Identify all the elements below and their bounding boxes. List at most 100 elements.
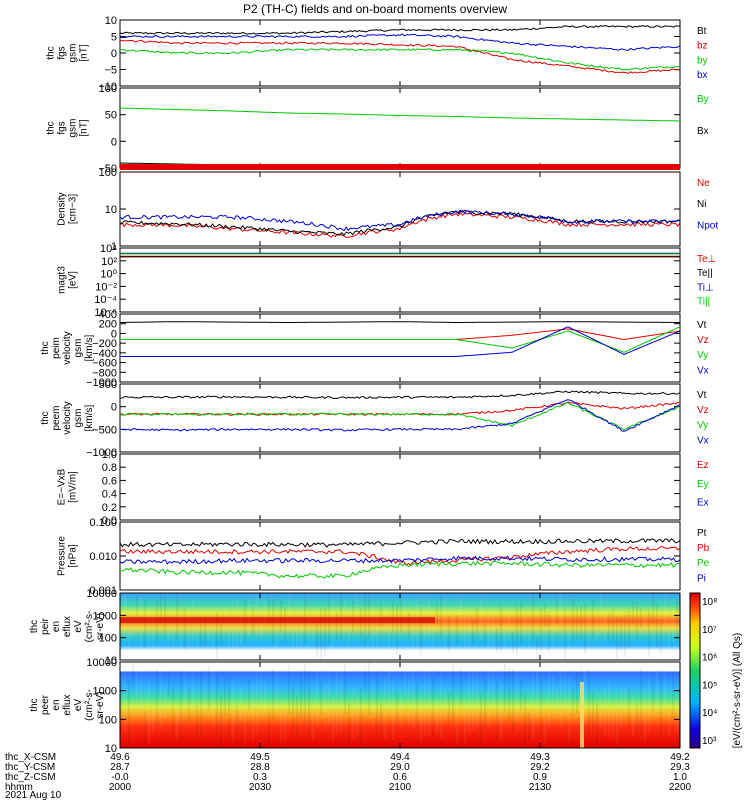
y-tick-label: 10² xyxy=(101,256,117,268)
y-tick-label: 10⁰ xyxy=(100,269,117,281)
colorbar: 10⁸ 10⁷ 10⁶ 10⁵ 10⁴ 10³ [eV/(cm²-s-sr-eV)] (Al… xyxy=(689,592,743,749)
y-tick-label: 0 xyxy=(111,48,117,60)
time-axis-row-label: hhmm xyxy=(5,782,33,793)
y-tick-label: 0 xyxy=(111,402,117,414)
legend-vt: Vt xyxy=(697,390,707,401)
spectrogram-texture xyxy=(156,667,158,726)
y-tick-label: 100 xyxy=(99,167,117,179)
legend-by: By xyxy=(697,94,709,105)
series-pt-line xyxy=(119,538,681,548)
time-axis-value: -0.0 xyxy=(111,772,129,783)
spectrogram-texture xyxy=(564,665,566,709)
spectrogram-texture xyxy=(448,690,450,727)
spectrogram-texture xyxy=(600,593,602,616)
colorbar-scale xyxy=(689,592,701,749)
spectrogram-texture xyxy=(504,630,506,656)
spectrogram-texture xyxy=(412,602,414,650)
legend-ne: Ne xyxy=(697,178,710,189)
spectrogram-texture xyxy=(556,596,558,623)
spectrogram-texture xyxy=(204,616,206,648)
spectrogram-texture xyxy=(436,698,438,734)
spectrogram-texture xyxy=(236,600,238,653)
y-axis-label: [km/s] xyxy=(84,404,95,431)
series-pb-line xyxy=(119,546,681,566)
spectrogram-texture xyxy=(592,600,594,639)
spectrogram-texture xyxy=(476,666,478,726)
spectrogram-texture xyxy=(492,664,494,706)
spectrogram-texture xyxy=(376,672,378,739)
y-axis-label: Density xyxy=(57,192,68,225)
spectrogram-texture xyxy=(136,667,138,712)
y-tick-label: 10⁻⁶ xyxy=(94,307,117,319)
spectrogram-texture xyxy=(160,666,162,731)
y-tick-label: 0.4 xyxy=(102,489,117,501)
y-axis-label: peer xyxy=(40,694,51,715)
spectrogram-texture xyxy=(372,678,374,727)
legend-by: by xyxy=(697,55,708,66)
panel-7: 1.00.80.6 0.40.20.0 E=−VxB [mV/m] Ez Ey Ex xyxy=(57,449,709,527)
spectrogram-texture xyxy=(452,604,454,650)
y-tick-label: 10 xyxy=(105,743,117,755)
y-axis-label: eflux xyxy=(62,616,73,637)
spectrogram-texture xyxy=(420,692,422,743)
spectrogram-texture xyxy=(140,597,142,650)
series-bt-line xyxy=(119,25,681,35)
spectrogram-texture xyxy=(360,687,362,745)
series-by-line xyxy=(119,107,680,122)
spectrogram-texture xyxy=(428,669,430,737)
y-tick-label: 200 xyxy=(99,319,117,331)
spectrogram-texture xyxy=(360,608,362,638)
spectrogram-texture xyxy=(640,606,642,628)
spectrogram-texture xyxy=(164,597,166,637)
spectrogram-texture xyxy=(252,682,254,741)
y-tick-label: 100 xyxy=(99,714,117,726)
y-axis-label: peir xyxy=(40,617,51,634)
legend-npot: Npot xyxy=(697,220,718,231)
y-tick-label: −1000 xyxy=(86,377,117,389)
spectrogram-texture xyxy=(240,686,242,723)
panel-frame xyxy=(119,453,681,521)
legend-pe: Pe xyxy=(697,558,710,569)
spectrogram-texture xyxy=(512,669,514,733)
colorbar-tick-label: 10⁶ xyxy=(702,653,717,664)
series-bz-line xyxy=(119,39,681,75)
spectrogram-texture xyxy=(340,593,342,641)
y-axis-label: [cm−3] xyxy=(68,194,79,225)
spectrogram-texture xyxy=(332,695,334,741)
spectrogram-texture xyxy=(644,688,646,742)
spectrogram-texture xyxy=(296,603,298,655)
spectrogram-texture xyxy=(584,663,586,724)
y-tick-label: 0.100 xyxy=(89,517,117,529)
y-tick-label: 400 xyxy=(99,309,117,321)
spectrogram-texture xyxy=(316,664,318,724)
spectrogram-texture xyxy=(572,598,574,643)
spectrogram-texture xyxy=(288,664,290,715)
spectrogram-texture xyxy=(340,677,342,733)
spectrogram-texture xyxy=(520,680,522,710)
spectrogram-texture xyxy=(260,666,262,707)
y-tick-label: 0.8 xyxy=(102,462,117,474)
spectrogram-texture xyxy=(416,597,418,652)
spectrogram-texture xyxy=(540,608,542,652)
y-axis-label: [mV/m] xyxy=(68,471,79,503)
y-tick-label: 1000 xyxy=(93,610,117,622)
spectrogram-texture xyxy=(356,693,358,738)
spectrogram-texture xyxy=(300,606,302,653)
spectrogram-texture xyxy=(408,613,410,637)
spectrogram-texture xyxy=(152,614,154,658)
spectrogram-texture xyxy=(120,634,122,658)
time-axis-value: 0.9 xyxy=(533,772,547,783)
legend-vx: Vx xyxy=(697,435,709,446)
series-by-line xyxy=(119,48,681,71)
spectrogram-texture xyxy=(608,680,610,736)
spectrogram-texture xyxy=(464,696,466,743)
spectrogram-texture xyxy=(632,692,634,735)
spectrogram-texture xyxy=(452,663,454,724)
spectrogram-texture xyxy=(584,604,586,655)
y-axis-label: eV xyxy=(73,699,84,712)
spectrogram-texture xyxy=(524,615,526,637)
time-axis-value: 49.3 xyxy=(530,752,550,763)
spectrogram-texture xyxy=(416,683,418,729)
spectrogram-texture xyxy=(264,599,266,630)
